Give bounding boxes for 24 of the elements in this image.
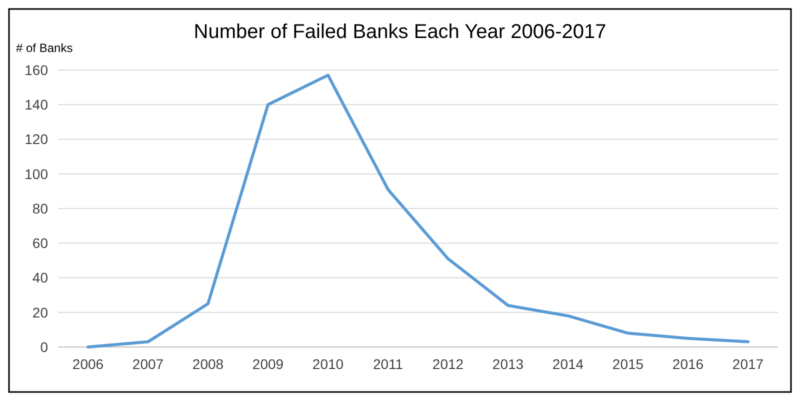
x-tick-label: 2007 <box>132 356 164 372</box>
x-tick-label: 2008 <box>192 356 224 372</box>
x-tick-label: 2016 <box>672 356 704 372</box>
y-tick-label: 80 <box>32 200 48 216</box>
y-tick-label: 20 <box>32 304 48 320</box>
y-tick-label: 60 <box>32 235 48 252</box>
y-tick-label: 160 <box>24 62 48 78</box>
x-tick-label: 2012 <box>432 356 464 372</box>
y-tick-label: 100 <box>24 166 48 182</box>
x-tick-label: 2014 <box>552 356 584 372</box>
y-tick-label: 120 <box>24 131 48 148</box>
x-tick-label: 2009 <box>252 356 284 372</box>
y-tick-label: 140 <box>24 96 48 113</box>
y-axis-title: # of Banks <box>16 41 73 55</box>
y-tick-label: 40 <box>32 270 48 286</box>
line-series <box>86 74 750 348</box>
x-tick-label: 2013 <box>492 356 524 372</box>
x-tick-label: 2015 <box>612 356 644 372</box>
x-tick-label: 2017 <box>732 356 764 372</box>
x-tick-label: 2011 <box>372 356 404 372</box>
x-tick-label: 2006 <box>72 356 104 372</box>
chart-title: Number of Failed Banks Each Year 2006-2017 <box>194 21 606 43</box>
x-tick-label: 2010 <box>312 356 344 372</box>
y-tick-label: 0 <box>40 338 48 355</box>
